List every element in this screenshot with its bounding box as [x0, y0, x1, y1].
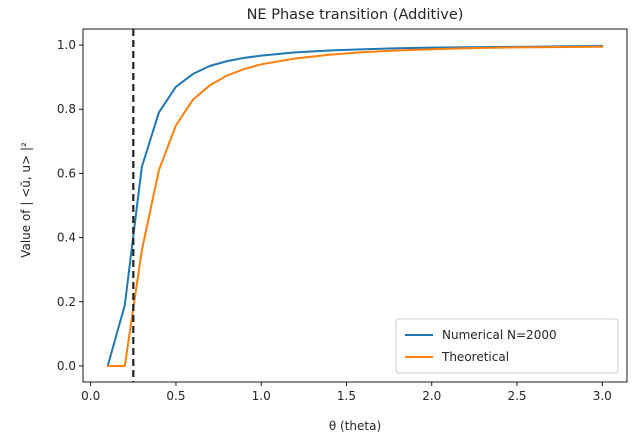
- y-tick-label: 0.0: [57, 359, 76, 373]
- legend-label: Numerical N=2000: [442, 328, 557, 342]
- chart-title: NE Phase transition (Additive): [247, 7, 464, 23]
- legend-box: [395, 318, 619, 374]
- x-tick-label: 2.5: [507, 389, 526, 403]
- x-tick-label: 2.0: [422, 389, 441, 403]
- y-axis-label: Value of | <ũ, u> |²: [19, 142, 33, 258]
- x-tick-label: 1.0: [252, 389, 271, 403]
- legend: Numerical N=2000 Theoretical: [395, 318, 619, 374]
- y-tick-label: 0.8: [57, 102, 76, 116]
- x-axis-label: θ (theta): [329, 419, 381, 433]
- series-line-theoretical: [106, 45, 604, 367]
- x-axis-ticks: 0.0 0.5 1.0 1.5 2.0 2.5 3.0: [81, 382, 612, 403]
- x-tick-label: 3.0: [593, 389, 612, 403]
- x-tick-label: 0.5: [166, 389, 185, 403]
- legend-label: Theoretical: [441, 350, 509, 364]
- y-tick-label: 0.2: [57, 295, 76, 309]
- x-tick-label: 0.0: [81, 389, 100, 403]
- y-tick-label: 1.0: [57, 38, 76, 52]
- y-tick-label: 0.4: [57, 231, 76, 245]
- series-layer: [106, 29, 604, 382]
- plot-frame: [82, 28, 628, 383]
- y-tick-label: 0.6: [57, 166, 76, 180]
- y-axis-ticks: 0.0 0.2 0.4 0.6 0.8 1.0: [57, 38, 83, 373]
- x-tick-label: 1.5: [337, 389, 356, 403]
- plot-area: [82, 28, 628, 383]
